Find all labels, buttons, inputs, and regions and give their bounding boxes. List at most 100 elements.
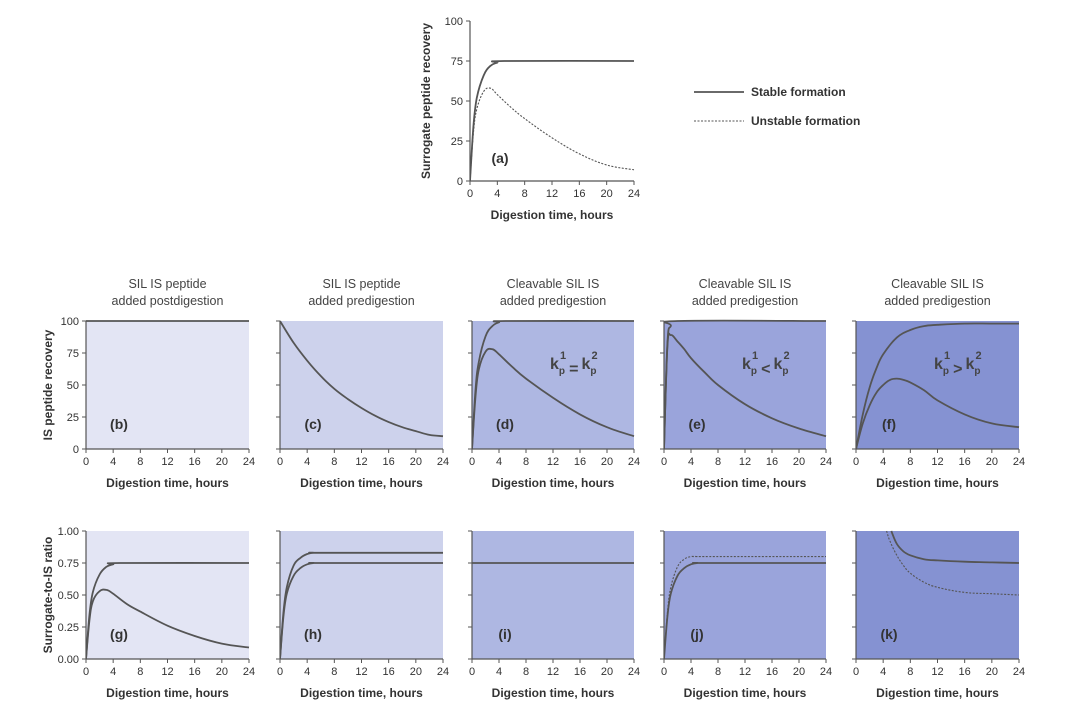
x-tick-label: 16 (189, 666, 201, 678)
panel-label: (c) (304, 416, 321, 432)
legend-label-stable: Stable formation (751, 85, 846, 99)
x-tick-label: 20 (216, 456, 228, 468)
column-title-line2: added predigestion (884, 294, 990, 308)
panel-background (856, 531, 1019, 659)
y-tick-label: 1.00 (58, 526, 79, 538)
x-axis-label: Digestion time, hours (684, 476, 807, 490)
panel-f: 0 4 8 12 16 20 24 Digestion time, hours (f) kp1> k… (852, 320, 1025, 490)
panel-j: 0 4 8 12 16 20 24 Digestion time, hours (j) (660, 530, 832, 700)
x-tick-label: 20 (986, 456, 998, 468)
x-tick-label: 0 (83, 456, 89, 468)
x-tick-label: 4 (880, 666, 886, 678)
y-tick-label: 50 (67, 380, 79, 392)
series-line-solid-2 (856, 377, 1020, 449)
x-tick-label: 8 (137, 456, 143, 468)
panel-a: 0 4 8 12 16 20 24 0 25 50 75 100 Digestion time, hou… (419, 16, 640, 222)
column-title-5: Cleavable SIL IS added predigestion (884, 277, 990, 308)
x-tick-label: 8 (907, 666, 913, 678)
x-tick-label: 4 (304, 666, 310, 678)
x-tick-label: 12 (739, 456, 751, 468)
x-tick-label: 24 (820, 666, 832, 678)
panel-label: (g) (110, 626, 128, 642)
column-title-2: SIL IS peptide added predigestion (308, 277, 414, 308)
panel-label: (b) (110, 416, 128, 432)
panel-background (664, 531, 826, 659)
x-tick-label: 24 (628, 456, 640, 468)
x-tick-label: 20 (410, 456, 422, 468)
y-tick-label: 100 (445, 16, 463, 28)
panel-label: (d) (496, 416, 514, 432)
x-tick-label: 0 (661, 456, 667, 468)
x-tick-label: 16 (959, 456, 971, 468)
column-title-line1: Cleavable SIL IS (507, 277, 600, 291)
x-tick-label: 16 (189, 456, 201, 468)
x-tick-label: 12 (546, 188, 558, 200)
x-tick-label: 0 (277, 456, 283, 468)
x-tick-label: 0 (469, 666, 475, 678)
column-title-line1: Cleavable SIL IS (699, 277, 792, 291)
panel-g: 0 4 8 12 16 20 24 0.00 0.25 0.50 0.75 1.00 Digestion… (41, 526, 255, 700)
series-line-solid-2 (664, 562, 826, 659)
x-tick-label: 24 (628, 188, 640, 200)
x-tick-label: 8 (907, 456, 913, 468)
y-tick-label: 0.00 (58, 654, 79, 666)
column-title-line2: added postdigestion (112, 294, 224, 308)
series-line-solid-2 (280, 562, 443, 659)
x-tick-label: 0 (853, 666, 859, 678)
x-tick-label: 0 (469, 456, 475, 468)
x-axis-label: Digestion time, hours (300, 686, 423, 700)
x-tick-label: 12 (355, 666, 367, 678)
y-tick-label: 0 (457, 176, 463, 188)
x-tick-label: 20 (986, 666, 998, 678)
panel-background (856, 321, 1019, 449)
x-tick-label: 4 (880, 456, 886, 468)
x-tick-label: 24 (437, 666, 449, 678)
y-tick-label: 25 (451, 136, 463, 148)
x-axis-label: Digestion time, hours (106, 476, 229, 490)
x-tick-label: 8 (522, 188, 528, 200)
x-tick-label: 8 (523, 666, 529, 678)
x-tick-label: 12 (355, 456, 367, 468)
x-tick-label: 24 (820, 456, 832, 468)
x-tick-label: 16 (766, 666, 778, 678)
y-tick-label: 75 (67, 348, 79, 360)
x-tick-label: 0 (853, 456, 859, 468)
x-axis-label: Digestion time, hours (491, 208, 614, 222)
panel-label: (i) (498, 626, 511, 642)
x-tick-label: 4 (494, 188, 500, 200)
panel-i: 0 4 8 12 16 20 24 Digestion time, hours (i) (468, 530, 640, 700)
x-axis-label: Digestion time, hours (684, 686, 807, 700)
column-title-1: SIL IS peptide added postdigestion (112, 277, 224, 308)
x-tick-label: 0 (83, 666, 89, 678)
x-tick-label: 16 (383, 666, 395, 678)
x-tick-label: 16 (383, 456, 395, 468)
x-tick-label: 12 (161, 456, 173, 468)
y-axis-label: Surrogate-to-IS ratio (41, 537, 55, 654)
x-tick-label: 4 (496, 666, 502, 678)
panel-background (86, 531, 249, 659)
x-axis-label: Digestion time, hours (106, 686, 229, 700)
y-tick-label: 100 (61, 316, 79, 328)
x-tick-label: 20 (601, 188, 613, 200)
column-title-line2: added predigestion (500, 294, 606, 308)
panel-e: 0 4 8 12 16 20 24 Digestion time, hours (e) kp1< k… (660, 319, 832, 490)
x-tick-label: 20 (793, 456, 805, 468)
y-tick-label: 0.75 (58, 558, 79, 570)
y-tick-label: 0 (73, 444, 79, 456)
panel-background (86, 321, 249, 449)
column-title-line1: Cleavable SIL IS (891, 277, 984, 291)
x-tick-label: 16 (574, 456, 586, 468)
series-line-solid-1 (280, 320, 444, 438)
x-tick-label: 8 (523, 456, 529, 468)
x-tick-label: 12 (161, 666, 173, 678)
x-tick-label: 12 (739, 666, 751, 678)
rate-constant-annotation: kp1= kp2 (550, 350, 598, 378)
series-line-solid-1 (890, 530, 1020, 564)
series-line-dashed-2 (886, 530, 1020, 596)
y-tick-label: 25 (67, 412, 79, 424)
series-line-solid-2 (86, 588, 250, 659)
series-line-solid-1 (856, 322, 1019, 449)
x-axis-label: Digestion time, hours (300, 476, 423, 490)
column-title-line2: added predigestion (308, 294, 414, 308)
